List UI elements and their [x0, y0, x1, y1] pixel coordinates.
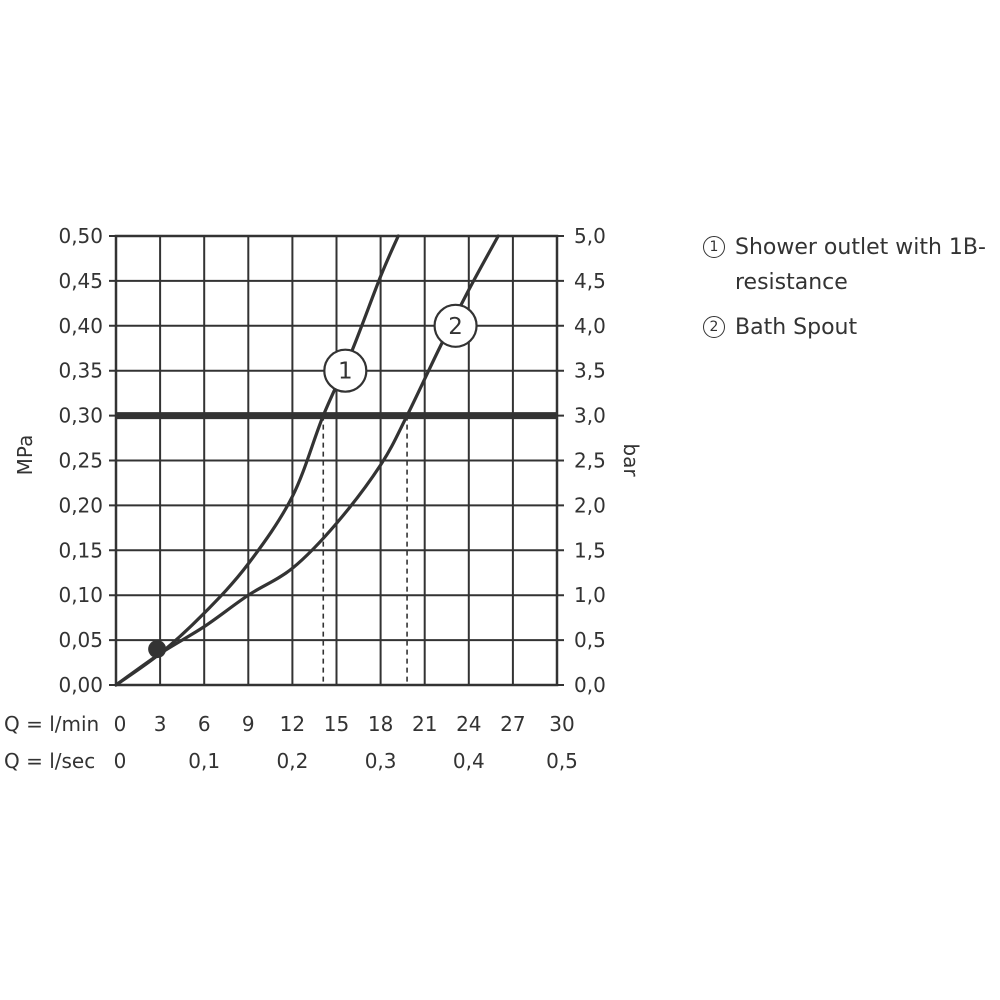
series-line-1	[114, 234, 400, 687]
x-tick-lsec: 0,2	[276, 749, 308, 773]
y-tick-left: 0,05	[58, 628, 103, 652]
x-tick-lmin: 30	[549, 712, 574, 736]
x-tick-lmin: 9	[242, 712, 255, 736]
y-tick-right: 1,0	[574, 583, 606, 607]
plot-frame	[114, 234, 559, 687]
tick-labels: 0,000,050,100,150,200,250,300,350,400,45…	[4, 224, 643, 773]
grid	[109, 234, 564, 687]
legend: 1 Shower outlet with 1B-resistance 2 Bat…	[703, 230, 1000, 355]
y-tick-right: 1,5	[574, 538, 606, 562]
x-tick-lmin: 27	[500, 712, 525, 736]
y-tick-left: 0,45	[58, 269, 103, 293]
marker-point	[148, 640, 167, 659]
y-tick-left: 0,10	[58, 583, 103, 607]
y-tick-right: 0,5	[574, 628, 606, 652]
legend-marker-1: 1	[703, 236, 725, 258]
y-axis-label-right: bar	[619, 443, 643, 477]
series-label-circle-2	[433, 303, 478, 348]
x-tick-lmin: 18	[368, 712, 393, 736]
x-tick-lsec: 0,5	[546, 749, 578, 773]
x-tick-lmin: 12	[280, 712, 305, 736]
y-tick-left: 0,35	[58, 359, 103, 383]
y-tick-right: 2,5	[574, 449, 606, 473]
y-tick-left: 0,15	[58, 538, 103, 562]
legend-label-1: Shower outlet with 1B-resistance	[735, 235, 986, 295]
y-tick-right: 4,0	[574, 314, 606, 338]
y-tick-right: 3,5	[574, 359, 606, 383]
legend-label-2: Bath Spout	[735, 315, 858, 340]
y-tick-right: 3,0	[574, 404, 606, 428]
series-label-circle-1	[323, 348, 368, 393]
legend-marker-2: 2	[703, 316, 725, 338]
legend-item-1: 1 Shower outlet with 1B-resistance	[703, 230, 1000, 300]
y-tick-left: 0,30	[58, 404, 103, 428]
x-tick-lmin: 21	[412, 712, 437, 736]
series-label-2: 2	[448, 314, 463, 340]
x-axis-label-lmin: Q = l/min	[4, 712, 99, 736]
series-layer: 12	[114, 234, 500, 687]
y-tick-left: 0,25	[58, 449, 103, 473]
x-tick-lsec: 0,3	[365, 749, 397, 773]
series-label-1: 1	[338, 359, 353, 385]
x-axis-label-lsec: Q = l/sec	[4, 749, 95, 773]
x-tick-lmin: 6	[198, 712, 211, 736]
x-tick-lmin: 0	[114, 712, 127, 736]
y-axis-label-left: MPa	[13, 435, 37, 476]
x-tick-lmin: 24	[456, 712, 481, 736]
x-tick-lsec: 0,1	[188, 749, 220, 773]
y-tick-left: 0,40	[58, 314, 103, 338]
y-tick-left: 0,00	[58, 673, 103, 697]
y-tick-left: 0,50	[58, 224, 103, 248]
y-tick-left: 0,20	[58, 493, 103, 517]
y-tick-right: 5,0	[574, 224, 606, 248]
x-tick-lsec: 0	[114, 749, 127, 773]
x-tick-lmin: 15	[324, 712, 349, 736]
y-tick-right: 0,0	[574, 673, 606, 697]
y-tick-right: 4,5	[574, 269, 606, 293]
x-tick-lsec: 0,4	[453, 749, 485, 773]
legend-item-2: 2 Bath Spout	[703, 310, 1000, 345]
y-tick-right: 2,0	[574, 493, 606, 517]
x-tick-lmin: 3	[154, 712, 167, 736]
